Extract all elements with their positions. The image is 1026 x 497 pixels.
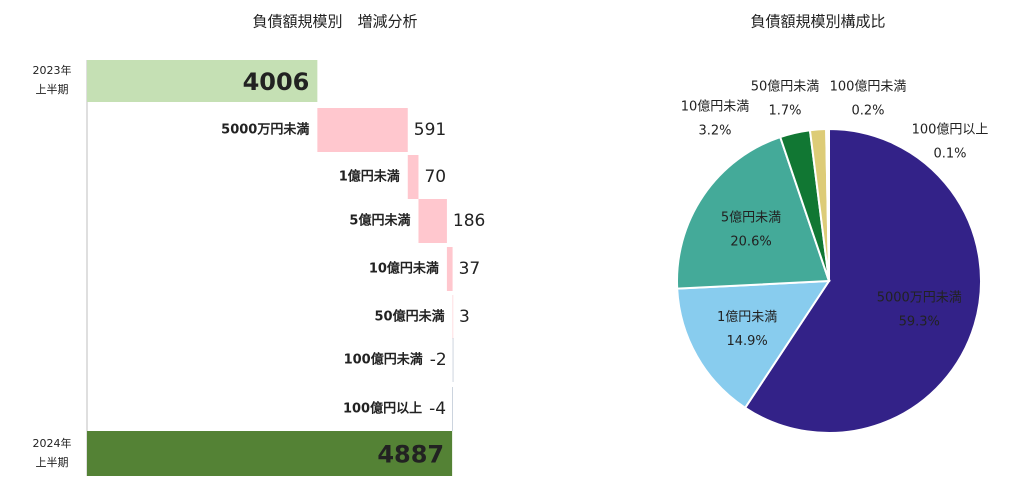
increase-bar — [446, 247, 453, 291]
end-bar — [87, 431, 453, 476]
value-label: 3 — [459, 307, 470, 327]
increase-bar — [407, 155, 419, 199]
start-bar — [87, 60, 318, 102]
end-value: 4887 — [377, 441, 444, 469]
slice-value: 1.7% — [768, 104, 801, 119]
slice-category: 50億円未満 — [751, 79, 820, 95]
category-label: 1億円未満 — [339, 169, 400, 185]
value-label: 70 — [424, 167, 446, 187]
slice-category: 5億円未満 — [721, 210, 781, 226]
category-label: 10億円未満 — [369, 261, 439, 277]
value-label: 186 — [453, 211, 485, 231]
slice-category: 100億円未満 — [830, 79, 907, 95]
end-label: 上半期 — [36, 455, 69, 469]
value-label: -4 — [429, 399, 446, 419]
decrease-bar — [452, 338, 454, 382]
decrease-bar — [452, 387, 453, 431]
value-label: -2 — [430, 350, 447, 370]
category-label: 100億円以上 — [343, 401, 422, 417]
category-label: 100億円未満 — [344, 352, 423, 368]
slice-category: 10億円未満 — [681, 99, 750, 115]
waterfall-title: 負債額規模別 増減分析 — [252, 13, 417, 31]
category-label: 50億円未満 — [374, 309, 444, 325]
start-label: 2023年 — [33, 63, 72, 77]
pie-slice — [827, 127, 830, 282]
pie-title: 負債額規模別構成比 — [750, 13, 885, 31]
start-value: 4006 — [243, 68, 310, 96]
slice-value: 0.1% — [933, 147, 966, 162]
pie-slice — [676, 279, 831, 410]
slice-value: 20.6% — [730, 235, 771, 250]
category-label: 5億円未満 — [349, 213, 410, 229]
slice-category: 1億円未満 — [717, 309, 777, 325]
increase-bar — [452, 295, 454, 339]
slice-value: 0.2% — [851, 104, 884, 119]
slice-value: 59.3% — [899, 315, 940, 330]
slice-category: 100億円以上 — [912, 122, 989, 138]
slice-category: 5000万円未満 — [877, 291, 962, 306]
slice-value: 3.2% — [698, 124, 731, 139]
value-label: 37 — [459, 259, 481, 279]
category-label: 5000万円未満 — [221, 122, 309, 138]
increase-bar — [418, 199, 447, 243]
start-label: 上半期 — [36, 82, 69, 96]
pie-slice — [743, 127, 982, 434]
value-label: 591 — [414, 120, 446, 140]
increase-bar — [317, 108, 408, 152]
slice-value: 14.9% — [726, 334, 767, 349]
pie-slice — [676, 135, 831, 290]
end-label: 2024年 — [33, 436, 72, 450]
